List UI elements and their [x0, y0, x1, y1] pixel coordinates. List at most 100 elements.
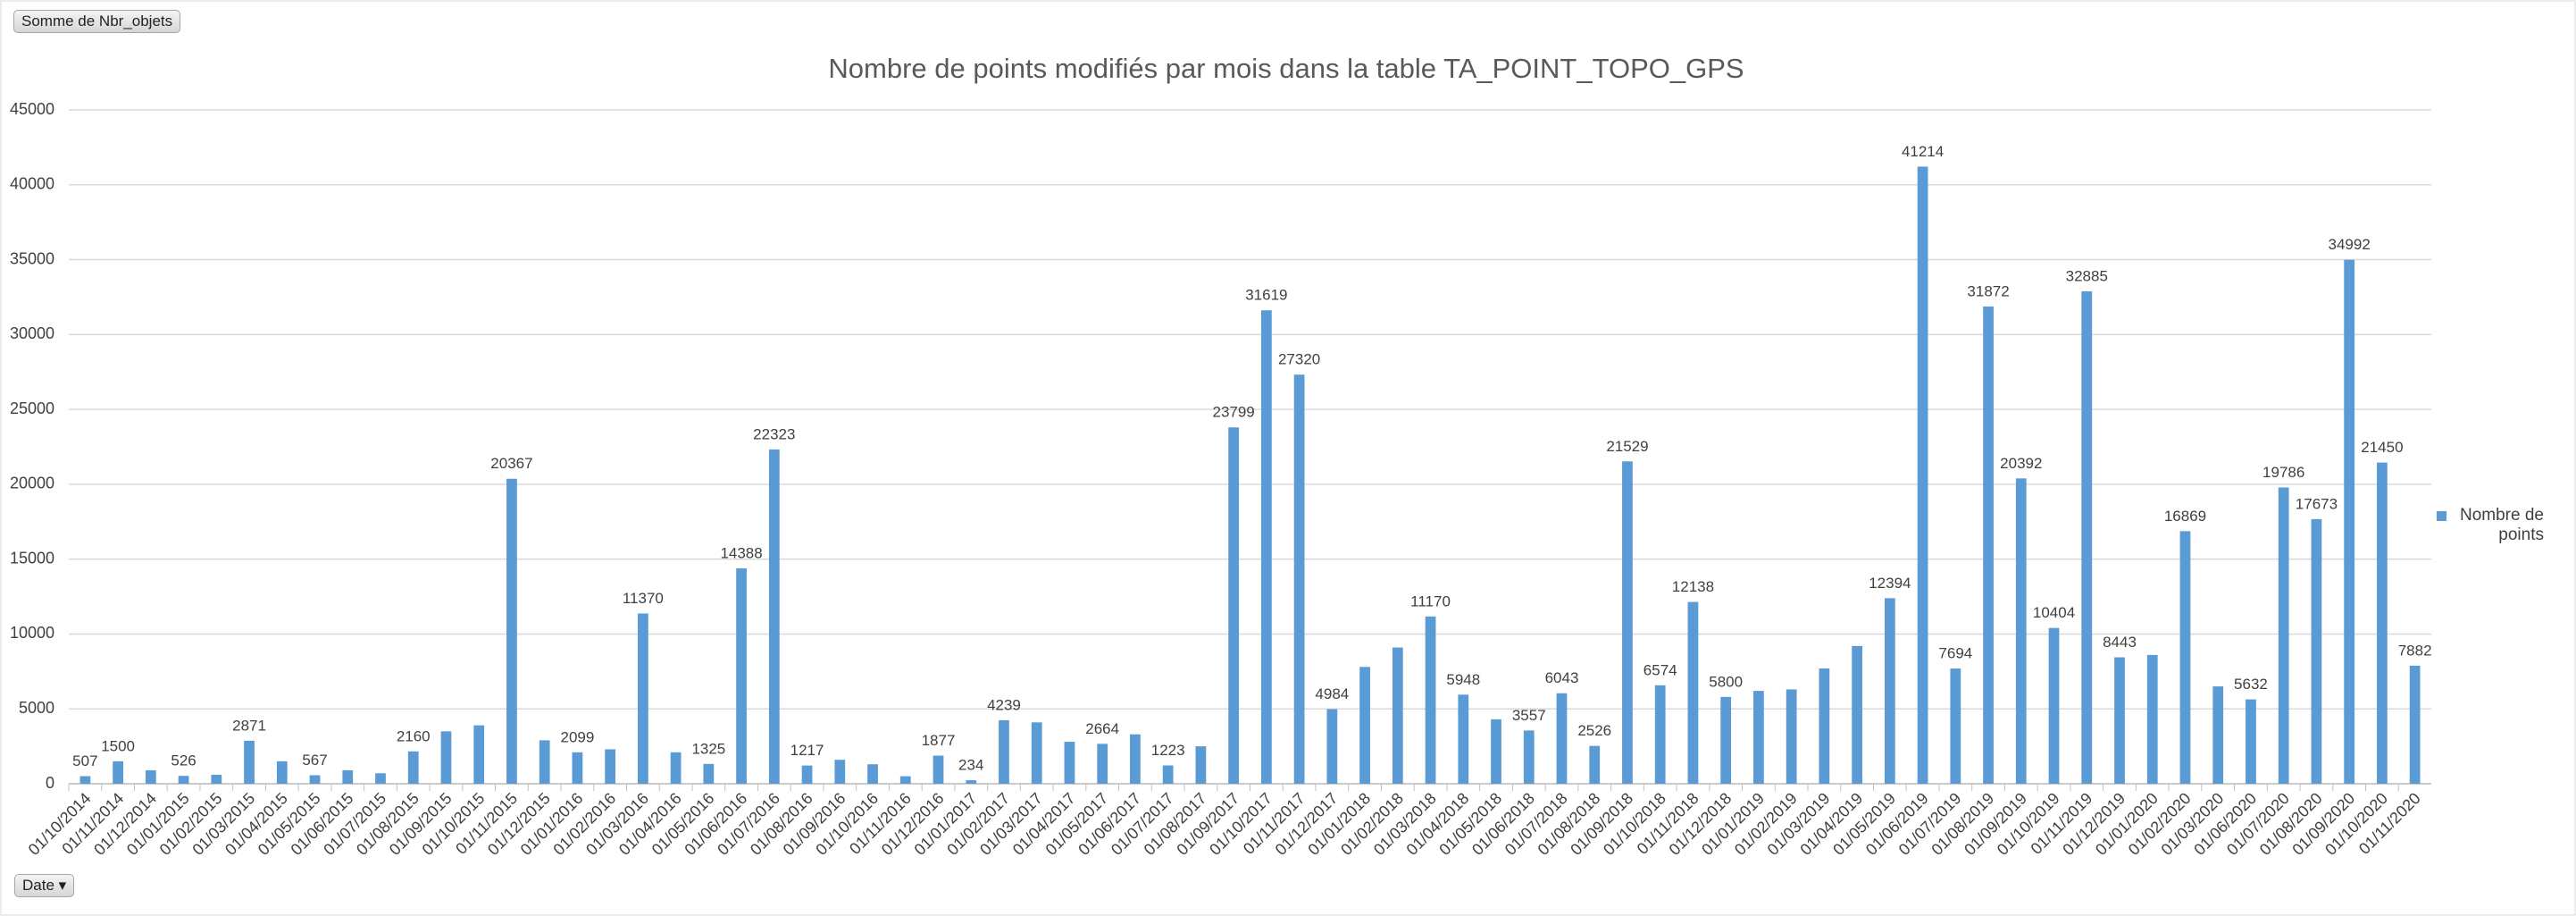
bar — [1031, 722, 1042, 784]
data-label: 567 — [302, 752, 327, 769]
data-label: 14388 — [720, 544, 762, 561]
bar — [1228, 427, 1240, 784]
chart-title: Nombre de points modifiés par mois dans … — [828, 53, 1744, 84]
data-label: 7694 — [1938, 645, 1972, 662]
data-label: 6574 — [1643, 661, 1677, 678]
data-label: 5632 — [2234, 676, 2268, 693]
data-label: 1217 — [790, 742, 824, 759]
bar — [2311, 518, 2322, 784]
bar — [506, 478, 517, 784]
data-label: 17673 — [2296, 495, 2338, 512]
bar — [178, 776, 189, 784]
y-tick-label: 30000 — [10, 324, 54, 342]
bar — [276, 761, 288, 784]
data-label: 2664 — [1085, 720, 1119, 737]
data-label: 7882 — [2398, 642, 2432, 659]
bar — [2081, 290, 2093, 785]
data-label: 2871 — [232, 717, 266, 734]
bar — [2278, 487, 2289, 784]
data-label: 11170 — [1410, 592, 1451, 609]
bar — [375, 773, 386, 784]
bar — [1950, 668, 1961, 784]
data-label: 507 — [72, 752, 97, 769]
bar — [1162, 765, 1174, 784]
bar — [1687, 601, 1699, 784]
bar — [1852, 645, 1862, 784]
filter-button[interactable]: Date ▾ — [14, 874, 75, 897]
data-label: 12394 — [1869, 575, 1911, 592]
bar — [1523, 730, 1535, 784]
data-label: 16869 — [2164, 508, 2206, 525]
bar — [1064, 742, 1075, 784]
bar — [605, 749, 616, 784]
bar — [539, 740, 550, 784]
bar — [211, 774, 222, 784]
data-label: 32885 — [2066, 267, 2108, 284]
bar — [899, 776, 911, 784]
bar — [1326, 709, 1338, 784]
bar — [1260, 310, 1272, 785]
bar — [1195, 746, 1207, 784]
y-tick-label: 20000 — [10, 475, 54, 492]
bar — [2114, 657, 2125, 784]
data-label: 8443 — [2103, 634, 2137, 651]
y-tick-label: 15000 — [10, 549, 54, 567]
data-label: 4984 — [1315, 685, 1349, 702]
bar — [113, 761, 123, 784]
bar — [1819, 668, 1830, 784]
bar — [1589, 745, 1601, 784]
bar — [1491, 719, 1501, 784]
data-label: 4239 — [987, 696, 1021, 713]
data-label: 21529 — [1606, 438, 1648, 455]
bar — [1720, 696, 1732, 784]
data-label: 526 — [171, 752, 196, 769]
data-label: 11370 — [623, 590, 664, 607]
bar — [768, 449, 780, 784]
bar — [2179, 531, 2191, 784]
data-label: 27320 — [1278, 351, 1320, 368]
data-label: 22323 — [753, 425, 795, 442]
data-label: 234 — [958, 757, 983, 774]
data-label: 12138 — [1672, 578, 1714, 595]
data-label: 31619 — [1245, 287, 1287, 304]
bar — [834, 760, 846, 784]
data-label: 20392 — [2000, 455, 2042, 472]
bar — [1097, 744, 1108, 784]
data-label: 1223 — [1151, 742, 1185, 759]
bar — [1130, 734, 1141, 784]
bar — [999, 719, 1009, 784]
field-button[interactable]: Somme de Nbr_objets — [13, 10, 181, 33]
data-label: 41214 — [1902, 143, 1944, 160]
legend-swatch — [2437, 511, 2446, 521]
bar — [1293, 374, 1305, 784]
y-tick-label: 40000 — [10, 175, 54, 193]
data-label: 1877 — [922, 732, 956, 749]
data-label: 5800 — [1709, 673, 1743, 690]
data-label: 34992 — [2329, 236, 2371, 253]
data-label: 10404 — [2033, 604, 2075, 621]
data-label: 19786 — [2262, 464, 2304, 481]
filter-label: Date — [22, 877, 54, 894]
data-label: 2160 — [397, 727, 431, 744]
data-label: 21450 — [2361, 439, 2403, 456]
bar — [801, 765, 813, 784]
bar — [2015, 478, 2027, 784]
bar — [1458, 694, 1469, 784]
data-label: 31872 — [1967, 282, 2009, 299]
bar — [473, 725, 485, 784]
bar — [1392, 647, 1403, 784]
bar — [145, 769, 156, 784]
bar — [1359, 667, 1370, 784]
bar — [736, 567, 747, 784]
bar — [670, 752, 682, 784]
data-label: 20367 — [490, 455, 532, 472]
data-label: 6043 — [1545, 669, 1579, 686]
data-label: 2526 — [1577, 722, 1611, 739]
bar — [440, 731, 452, 784]
data-label: 5948 — [1446, 671, 1480, 688]
data-label: 23799 — [1212, 404, 1254, 421]
y-tick-label: 0 — [46, 774, 54, 792]
bar — [1622, 461, 1633, 784]
